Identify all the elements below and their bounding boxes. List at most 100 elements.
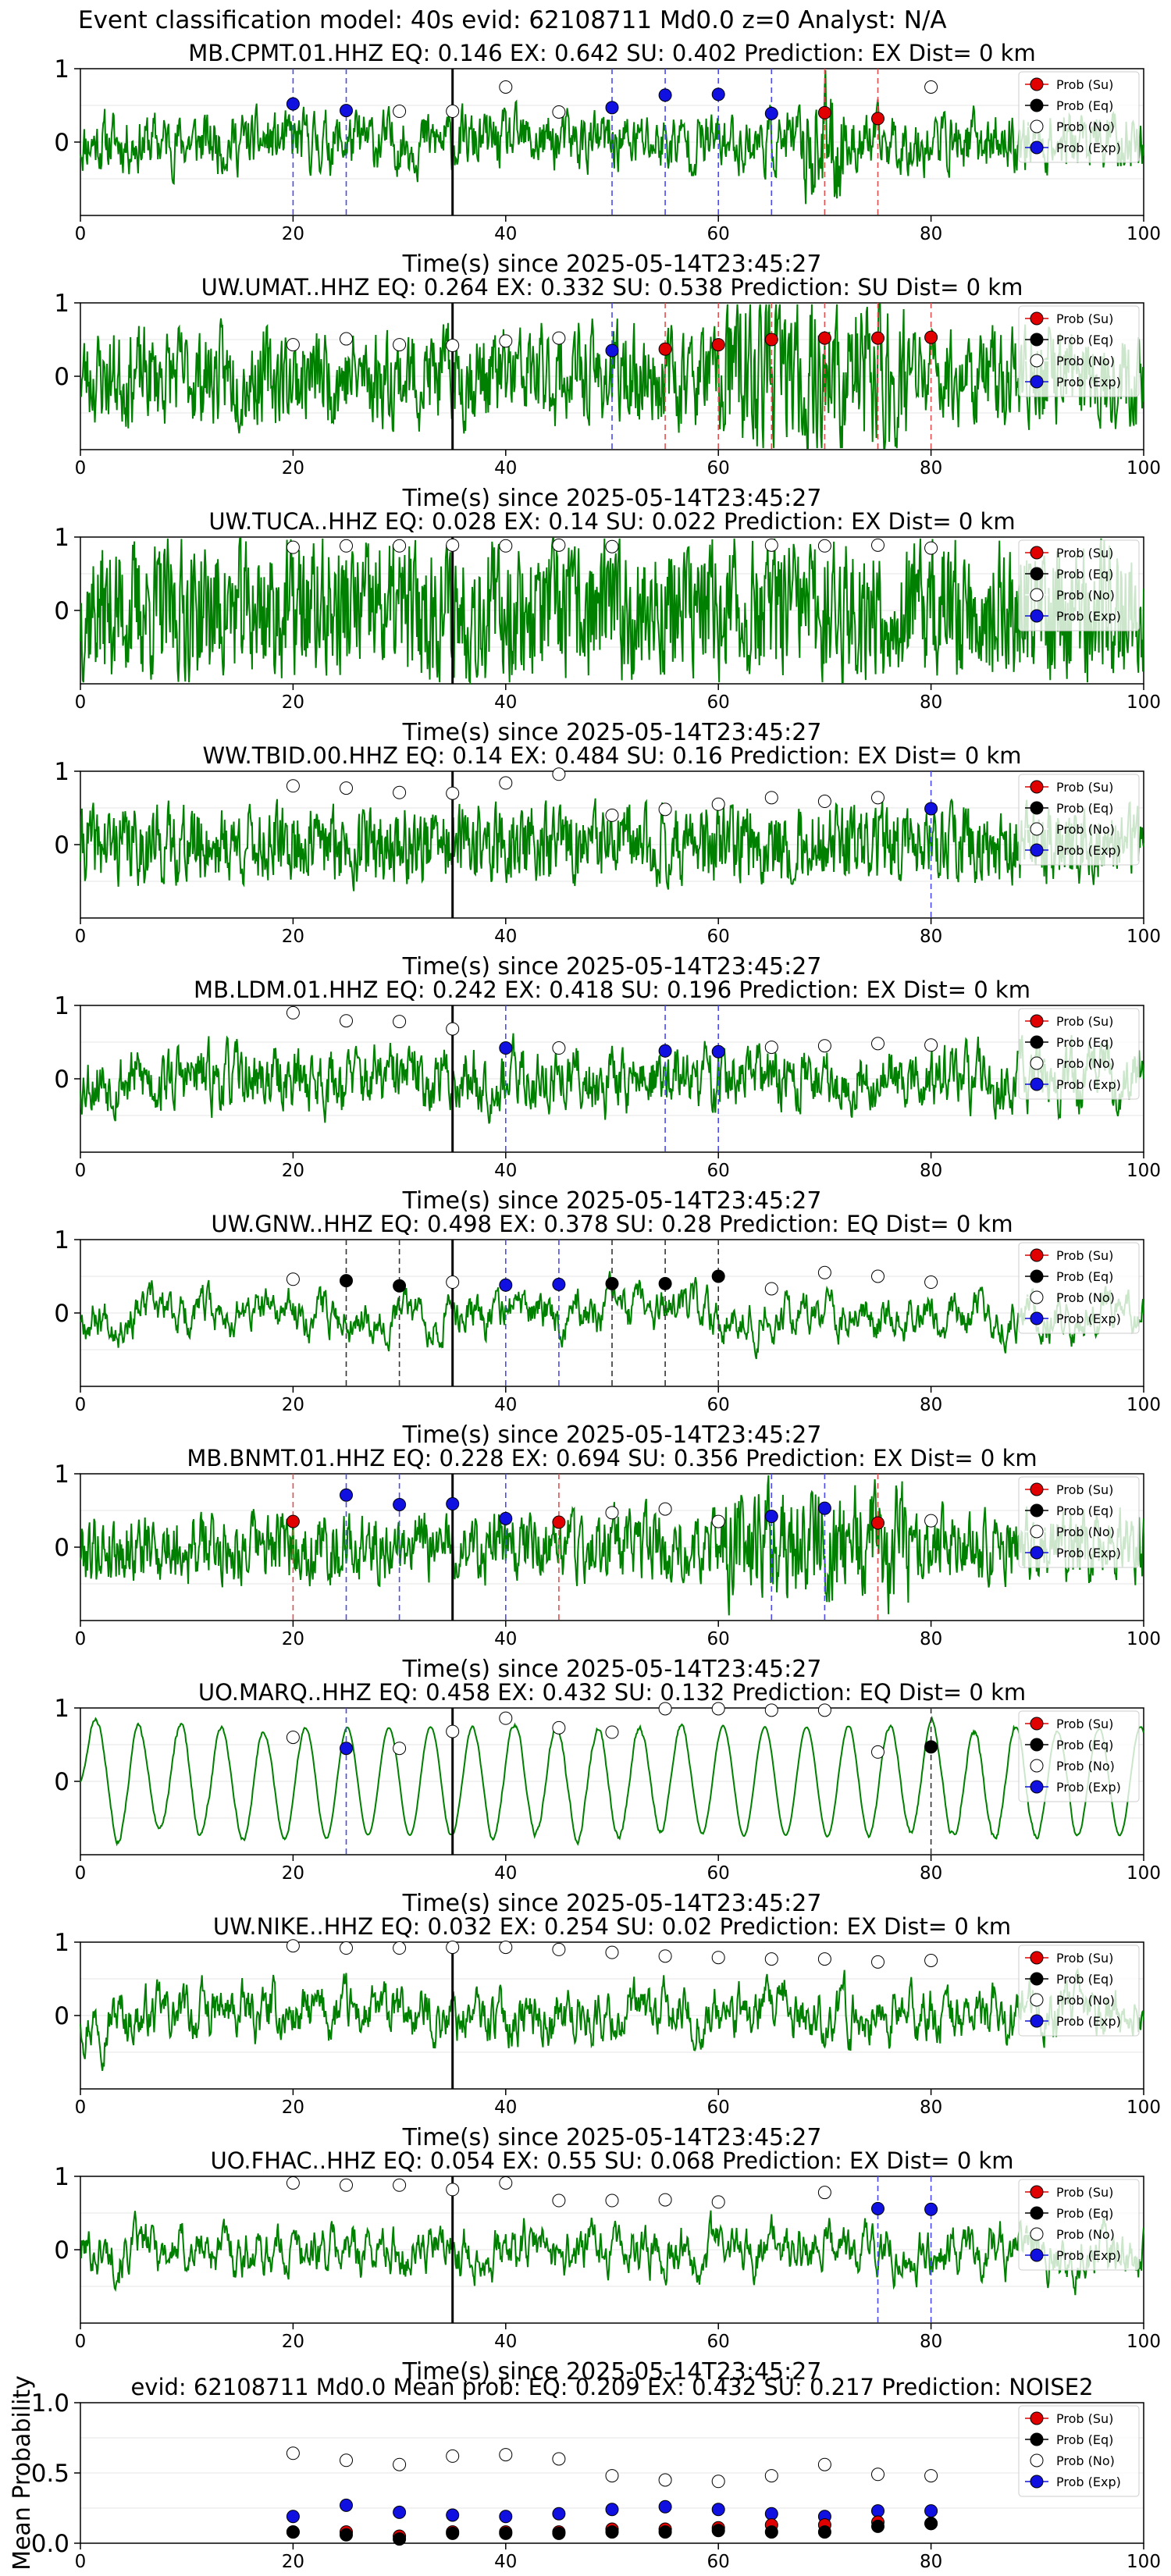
legend-frame bbox=[1018, 2179, 1140, 2271]
x-tick-label: 80 bbox=[920, 1629, 942, 1649]
x-tick-label: 60 bbox=[707, 2552, 730, 2572]
legend-label: Prob (Exp) bbox=[1056, 609, 1121, 624]
prob-marker-no bbox=[764, 1703, 778, 1717]
legend-label: Prob (Exp) bbox=[1056, 141, 1121, 155]
x-tick-label: 40 bbox=[494, 1161, 517, 1181]
panel-title: UW.GNW..HHZ EQ: 0.498 EX: 0.378 SU: 0.28… bbox=[211, 1211, 1013, 1237]
x-tick-label: 0 bbox=[75, 927, 87, 947]
prob-marker-no bbox=[340, 539, 353, 553]
x-tick-label: 80 bbox=[920, 1395, 942, 1415]
axes: 0 20 40 60 80 100 1 0 UW.GNW..HHZ EQ: 0.498 EX: … bbox=[54, 1211, 1161, 1449]
prob-marker-eq bbox=[605, 1276, 619, 1290]
prob-marker-no bbox=[605, 1506, 619, 1520]
prob-marker-no bbox=[393, 1742, 407, 1756]
x-tick-label: 0 bbox=[75, 1395, 87, 1415]
prob-marker-no bbox=[871, 1955, 884, 1969]
prob-marker-no bbox=[711, 797, 725, 811]
mean-prob-marker-eq bbox=[658, 2525, 672, 2539]
prob-marker-no bbox=[764, 538, 778, 552]
prob-marker-exp bbox=[711, 1044, 725, 1059]
panel-title: MB.CPMT.01.HHZ EQ: 0.146 EX: 0.642 SU: 0… bbox=[188, 40, 1035, 66]
x-tick-label: 60 bbox=[707, 458, 730, 479]
legend-marker bbox=[1030, 1056, 1044, 1070]
y-tick-label: 1.0 bbox=[31, 2389, 69, 2418]
prob-marker-no bbox=[393, 338, 407, 352]
prob-marker-exp bbox=[871, 2201, 884, 2215]
panel-title: MB.LDM.01.HHZ EQ: 0.242 EX: 0.418 SU: 0.… bbox=[194, 977, 1030, 1003]
y-tick-label: 0.0 bbox=[31, 2530, 69, 2558]
mean-prob-marker-exp bbox=[552, 2507, 566, 2521]
legend-label: Prob (Su) bbox=[1056, 780, 1113, 795]
y-tick-label: 0 bbox=[54, 2002, 69, 2030]
legend-frame bbox=[1018, 539, 1140, 632]
prob-marker-exp bbox=[817, 1501, 831, 1515]
prob-marker-no bbox=[446, 1276, 460, 1290]
x-tick-label: 40 bbox=[494, 1629, 517, 1649]
legend-label: Prob (Exp) bbox=[1056, 1780, 1121, 1795]
x-tick-label: 0 bbox=[75, 2097, 87, 2118]
legend-frame bbox=[1018, 1008, 1140, 1100]
mean-prob-marker-eq bbox=[499, 2526, 513, 2540]
prob-marker-su bbox=[817, 105, 831, 119]
prob-marker-no bbox=[286, 1939, 300, 1953]
legend-frame bbox=[1018, 1944, 1140, 2037]
prob-marker-su bbox=[924, 330, 938, 344]
x-tick-label: 100 bbox=[1127, 1161, 1161, 1181]
legend: Prob (Su) Prob (Eq) Prob (No) Prob (Exp) bbox=[1018, 2179, 1140, 2271]
legend-marker bbox=[1030, 77, 1044, 91]
mean-prob-marker-exp bbox=[924, 2504, 938, 2518]
x-axis-label: Time(s) since 2025-05-14T23:45:27 bbox=[402, 485, 822, 512]
legend-marker bbox=[1030, 119, 1044, 133]
waveform-trace bbox=[80, 2210, 1144, 2296]
legend-label: Prob (Eq) bbox=[1056, 1503, 1113, 1518]
prob-marker-no bbox=[340, 1014, 353, 1028]
legend-label: Prob (No) bbox=[1056, 1993, 1115, 2008]
prob-marker-exp bbox=[340, 1488, 353, 1502]
prob-marker-no bbox=[764, 1282, 778, 1296]
x-tick-label: 0 bbox=[75, 224, 87, 244]
prob-marker-exp bbox=[499, 1511, 513, 1525]
legend-label: Prob (Eq) bbox=[1056, 2432, 1113, 2447]
prob-marker-no bbox=[446, 1022, 460, 1036]
mean-prob-marker-exp bbox=[764, 2507, 778, 2521]
prob-marker-no bbox=[605, 539, 619, 553]
prob-marker-no bbox=[393, 1015, 407, 1029]
panel-title: evid: 62108711 Md0.0 Mean prob: EQ: 0.20… bbox=[130, 2374, 1093, 2400]
legend-label: Prob (Eq) bbox=[1056, 1972, 1113, 1987]
x-tick-label: 80 bbox=[920, 2332, 942, 2352]
mean-prob-marker-no bbox=[499, 2448, 513, 2462]
legend-label: Prob (Su) bbox=[1056, 311, 1113, 326]
x-tick-label: 60 bbox=[707, 2332, 730, 2352]
legend-marker bbox=[1030, 1972, 1044, 1986]
mean-prob-marker-no bbox=[446, 2449, 460, 2463]
x-tick-label: 80 bbox=[920, 2552, 942, 2572]
y-tick-label: 0.5 bbox=[31, 2460, 69, 2488]
x-tick-label: 0 bbox=[75, 1863, 87, 1884]
legend-label: Prob (Su) bbox=[1056, 2411, 1113, 2426]
x-tick-label: 80 bbox=[920, 1161, 942, 1181]
legend-label: Prob (Eq) bbox=[1056, 801, 1113, 816]
legend-label: Prob (No) bbox=[1056, 119, 1115, 134]
legend-label: Prob (Eq) bbox=[1056, 98, 1113, 113]
mean-prob-marker-no bbox=[871, 2467, 884, 2482]
x-tick-label: 80 bbox=[920, 927, 942, 947]
legend-marker bbox=[1030, 801, 1044, 815]
legend-marker bbox=[1030, 1951, 1044, 1965]
x-axis-label: Time(s) since 2025-05-14T23:45:27 bbox=[402, 1421, 822, 1449]
mean-prob-marker-eq bbox=[552, 2526, 566, 2540]
x-tick-label: 20 bbox=[282, 692, 304, 713]
axes: 0 20 40 60 80 100 0.0 0.5 1.0 evid: 62108711 Md0.… bbox=[9, 2374, 1161, 2572]
x-tick-label: 40 bbox=[494, 2332, 517, 2352]
x-tick-label: 60 bbox=[707, 1863, 730, 1884]
legend-marker bbox=[1030, 2411, 1044, 2425]
legend-frame bbox=[1018, 774, 1140, 866]
legend-label: Prob (Exp) bbox=[1056, 375, 1121, 390]
prob-marker-exp bbox=[499, 1041, 513, 1055]
prob-marker-eq bbox=[924, 1740, 938, 1754]
prob-marker-exp bbox=[658, 88, 672, 102]
legend-marker bbox=[1030, 2206, 1044, 2220]
axes: 0 20 40 60 80 100 1 0 UW.TUCA..HHZ EQ: 0.028 EX:… bbox=[54, 508, 1161, 746]
prob-marker-no bbox=[286, 338, 300, 352]
prob-marker-no bbox=[499, 539, 513, 553]
legend-marker bbox=[1030, 1311, 1044, 1325]
